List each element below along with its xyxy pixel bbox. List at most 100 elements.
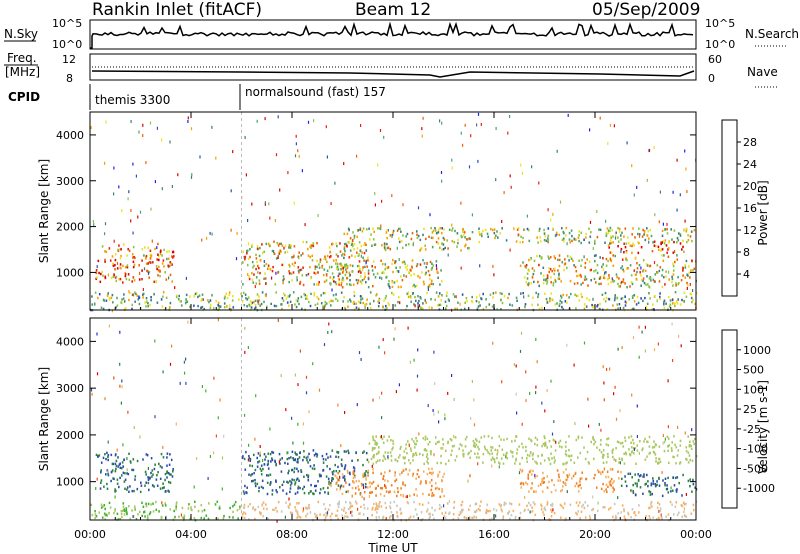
data-cell [524,265,526,268]
data-cell [254,437,256,441]
data-cell [622,445,625,448]
data-cell [349,506,351,510]
data-cell [659,292,661,295]
data-cell [592,435,594,439]
data-cell [490,446,492,449]
data-cell [244,255,247,259]
data-cell [123,458,125,461]
data-cell [416,513,418,516]
data-cell [302,510,304,513]
data-cell [113,239,115,243]
data-cell [352,472,354,475]
data-cell [617,470,619,473]
data-cell [158,254,160,258]
data-cell [320,294,322,297]
data-cell [363,272,366,275]
data-cell [372,462,375,466]
data-cell [347,300,349,303]
data-cell [99,487,102,490]
data-cell [121,516,123,519]
data-cell [646,234,648,237]
data-cell [298,154,300,158]
data-cell [680,504,683,507]
data-cell [561,301,563,304]
data-cell [275,480,277,483]
data-cell [181,516,184,519]
data-cell [370,491,372,494]
data-cell [399,447,402,450]
data-cell [391,262,393,266]
data-cell [405,266,407,269]
data-cell [363,251,366,255]
data-cell [560,489,562,493]
data-cell [258,460,261,463]
data-cell [243,506,246,509]
data-cell [136,487,139,491]
data-cell [313,294,315,297]
data-cell [503,503,505,506]
data-cell [159,465,162,468]
data-cell [621,477,623,481]
data-cell [122,505,125,508]
data-cell [681,248,683,251]
data-cell [431,467,433,471]
data-cell [663,299,666,302]
data-cell [134,478,136,481]
data-cell [529,451,532,454]
data-cell [316,242,318,245]
data-cell [193,516,196,520]
data-cell [473,515,475,519]
data-cell [555,440,557,444]
data-cell [110,453,113,457]
data-cell [544,444,546,447]
data-cell [606,470,609,473]
data-cell [256,245,259,248]
data-cell [600,282,602,285]
data-cell [290,272,293,275]
data-cell [565,441,567,444]
data-cell [652,303,654,306]
data-cell [244,350,246,354]
data-cell [226,305,228,308]
data-cell [642,270,644,273]
data-cell [274,459,276,463]
data-cell [579,477,582,480]
data-cell [159,274,161,278]
data-cell [522,482,525,486]
data-cell [557,258,559,262]
data-cell [124,487,126,490]
data-cell [107,469,109,473]
data-cell [502,515,505,518]
data-cell [243,492,246,495]
data-cell [175,502,178,506]
data-cell [419,263,422,266]
data-cell [612,304,614,307]
data-cell [254,517,256,521]
data-cell [666,251,668,254]
data-cell [574,472,577,475]
data-cell [543,513,545,517]
data-cell [106,294,109,297]
data-cell [156,474,158,477]
data-cell [167,264,169,267]
data-cell [648,148,651,152]
data-cell [575,238,577,241]
data-cell [540,257,543,260]
data-cell [643,475,645,478]
data-cell [443,238,446,241]
data-cell [531,165,533,169]
data-cell [501,448,504,451]
data-cell [338,502,340,506]
data-cell [539,462,542,465]
data-cell [437,228,440,232]
data-cell [430,478,433,482]
data-cell [112,301,114,304]
data-cell [460,131,462,135]
data-cell [463,516,466,519]
data-cell [121,509,124,513]
data-cell [133,279,136,282]
data-cell [121,461,124,464]
data-cell [384,457,387,461]
data-cell [278,252,281,255]
data-cell [242,261,244,264]
